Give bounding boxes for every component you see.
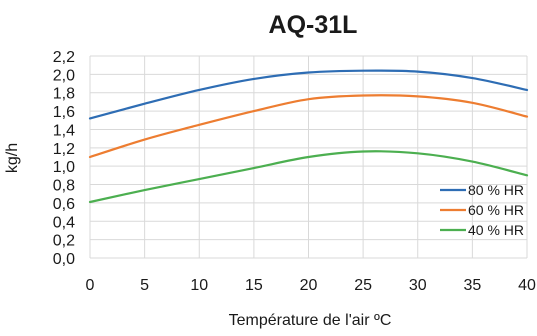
- x-tick-label: 35: [463, 277, 481, 294]
- series-lines: [88, 69, 529, 204]
- y-tick-label: 1,8: [53, 86, 75, 103]
- y-tick-label: 0,2: [53, 233, 75, 250]
- y-tick-label: 1,2: [53, 141, 75, 158]
- x-tick-label: 10: [190, 277, 208, 294]
- y-tick-label: 1,4: [53, 122, 75, 139]
- x-tick-label: 25: [354, 277, 372, 294]
- y-tick-label: 2,2: [53, 49, 75, 66]
- chart-title: AQ-31L: [269, 11, 358, 39]
- legend-label: 40 % HR: [468, 222, 524, 238]
- y-tick-label: 1,6: [53, 104, 75, 121]
- legend: 80 % HR 60 % HR 40 % HR: [440, 182, 524, 238]
- x-tick-label: 15: [245, 277, 263, 294]
- x-axis-title: Température de l'air ºC: [229, 312, 392, 329]
- y-tick-label: 0,6: [53, 196, 75, 213]
- x-tick-label: 5: [140, 277, 149, 294]
- x-tick-label: 20: [300, 277, 318, 294]
- y-axis-title: kg/h: [4, 143, 21, 173]
- y-tick-label: 0,8: [53, 178, 75, 195]
- legend-label: 80 % HR: [468, 182, 524, 198]
- series-line-2: [88, 94, 529, 159]
- x-tick-label: 40: [518, 277, 536, 294]
- y-tick-label: 1,0: [53, 159, 75, 176]
- series-line-3: [88, 150, 529, 204]
- y-tick-label: 0,4: [53, 214, 75, 231]
- series-line-1: [88, 69, 529, 120]
- x-tick-label: 30: [409, 277, 427, 294]
- legend-label: 60 % HR: [468, 202, 524, 218]
- x-tick-label: 0: [86, 277, 95, 294]
- axes: 0,00,2 0,40,60,8 1,01,2 1,41,61,8 2,02,2 0 5 10…: [53, 49, 536, 294]
- y-tick-label: 2,0: [53, 67, 75, 84]
- y-tick-label: 0,0: [53, 251, 75, 268]
